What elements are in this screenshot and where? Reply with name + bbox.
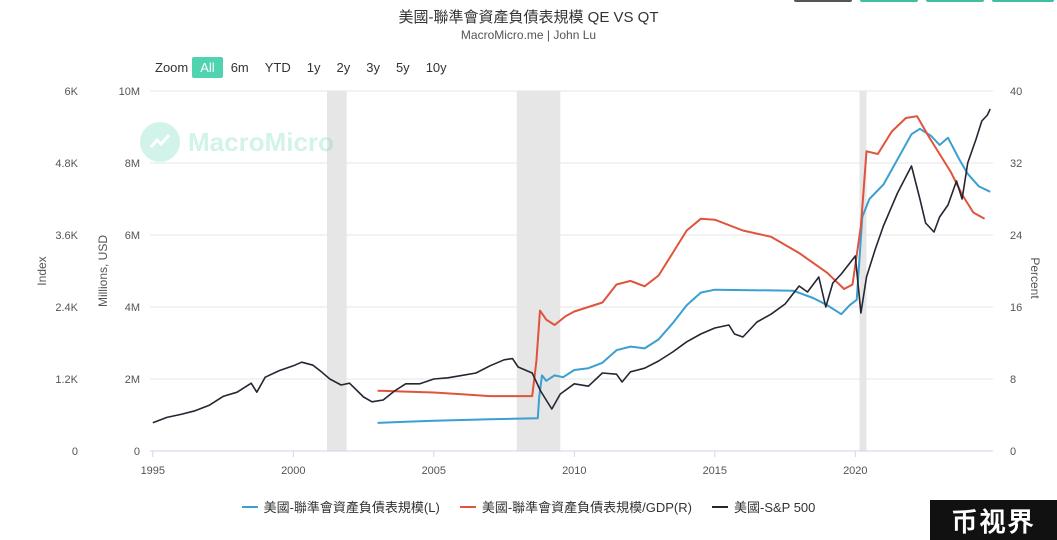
zoom-button-2y[interactable]: 2y	[336, 59, 351, 75]
zoom-button-all[interactable]: All	[192, 56, 223, 78]
top-tab-3[interactable]	[926, 0, 984, 2]
percent-axis-label: Percent	[1028, 257, 1042, 299]
series-lines	[152, 108, 991, 424]
x-tick-label: 2015	[703, 465, 727, 477]
zoom-button-5y[interactable]: 5y	[395, 59, 410, 75]
recession-bands	[327, 91, 867, 451]
chart-subtitle: MacroMicro.me | John Lu	[460, 28, 597, 42]
zoom-button-ytd[interactable]: YTD	[264, 59, 291, 75]
millions-tick-label: 0	[134, 446, 140, 458]
zoom-button-3y[interactable]: 3y	[366, 59, 380, 75]
zoom-bar: Zoom All 6m YTD 1y 2y 3y 5y 10y	[155, 56, 455, 78]
index-tick-label: 1.2K	[55, 374, 78, 386]
zoom-button-1y[interactable]: 1y	[306, 59, 321, 75]
legend-swatch-red	[459, 505, 476, 508]
x-tick-label: 2005	[422, 465, 446, 477]
index-tick-label: 0	[72, 446, 78, 458]
watermark-text: MacroMicro	[188, 126, 334, 157]
millions-tick-label: 6M	[125, 230, 140, 242]
recession-band	[516, 91, 561, 451]
legend-label: 美國-聯準會資產負債表規模(L)	[263, 500, 440, 515]
recession-band	[859, 91, 867, 451]
series-line-1	[377, 115, 986, 398]
millions-axis-label: Millions, USD	[96, 235, 110, 307]
legend-item-balance-sheet[interactable]: 美國-聯準會資產負債表規模(L)	[241, 497, 440, 516]
brand-badge: 币视界	[930, 500, 1057, 540]
chart-title: 美國-聯準會資產負債表規模 QE VS QT	[398, 9, 659, 26]
legend-swatch-blue	[241, 505, 258, 508]
x-tick-label: 2020	[843, 465, 867, 477]
legend: 美國-聯準會資產負債表規模(L) 美國-聯準會資產負債表規模/GDP(R) 美國…	[0, 497, 1057, 516]
percent-tick-label: 32	[1010, 158, 1022, 170]
recession-band	[327, 91, 347, 451]
series-line-0	[377, 127, 991, 424]
index-tick-label: 2.4K	[55, 302, 78, 314]
x-tick-label: 2010	[562, 465, 586, 477]
percent-tick-label: 40	[1010, 86, 1022, 98]
millions-tick-label: 2M	[125, 374, 140, 386]
top-tab-2[interactable]	[860, 0, 918, 2]
zoom-label: Zoom	[155, 59, 189, 75]
macromicro-logo-icon	[140, 122, 180, 162]
series-line-2	[152, 108, 991, 424]
zoom-button-6m[interactable]: 6m	[230, 59, 249, 75]
millions-tick-label: 8M	[125, 158, 140, 170]
index-tick-label: 6K	[65, 86, 79, 98]
axes: 0 0 0 1.2K 2M 8 2.4K 4M 16 3.6K 6M 24 4.8K 8M 32 6K 10M 4…	[35, 86, 1042, 477]
legend-label: 美國-S&P 500	[733, 500, 816, 515]
millions-tick-label: 4M	[125, 302, 140, 314]
index-tick-label: 3.6K	[55, 230, 78, 242]
top-tab-4[interactable]	[992, 0, 1054, 2]
watermark: MacroMicro	[140, 122, 334, 162]
x-tick-label: 1995	[141, 465, 165, 477]
percent-tick-label: 24	[1010, 230, 1022, 242]
chart-svg: 0 0 0 1.2K 2M 8 2.4K 4M 16 3.6K 6M 24 4.8K 8M 32 6K 10M 4…	[35, 86, 1042, 477]
legend-swatch-dark	[711, 505, 728, 508]
percent-tick-label: 16	[1010, 302, 1022, 314]
legend-label: 美國-聯準會資產負債表規模/GDP(R)	[481, 500, 692, 515]
percent-tick-label: 8	[1010, 374, 1016, 386]
top-tab-1[interactable]	[794, 0, 852, 2]
x-tick-label: 2000	[281, 465, 305, 477]
legend-item-sp500[interactable]: 美國-S&P 500	[711, 497, 816, 516]
index-tick-label: 4.8K	[55, 158, 78, 170]
legend-item-gdp-ratio[interactable]: 美國-聯準會資產負債表規模/GDP(R)	[459, 497, 692, 516]
index-axis-label: Index	[35, 256, 49, 285]
percent-tick-label: 0	[1010, 446, 1016, 458]
millions-tick-label: 10M	[119, 86, 140, 98]
zoom-button-10y[interactable]: 10y	[425, 59, 447, 75]
